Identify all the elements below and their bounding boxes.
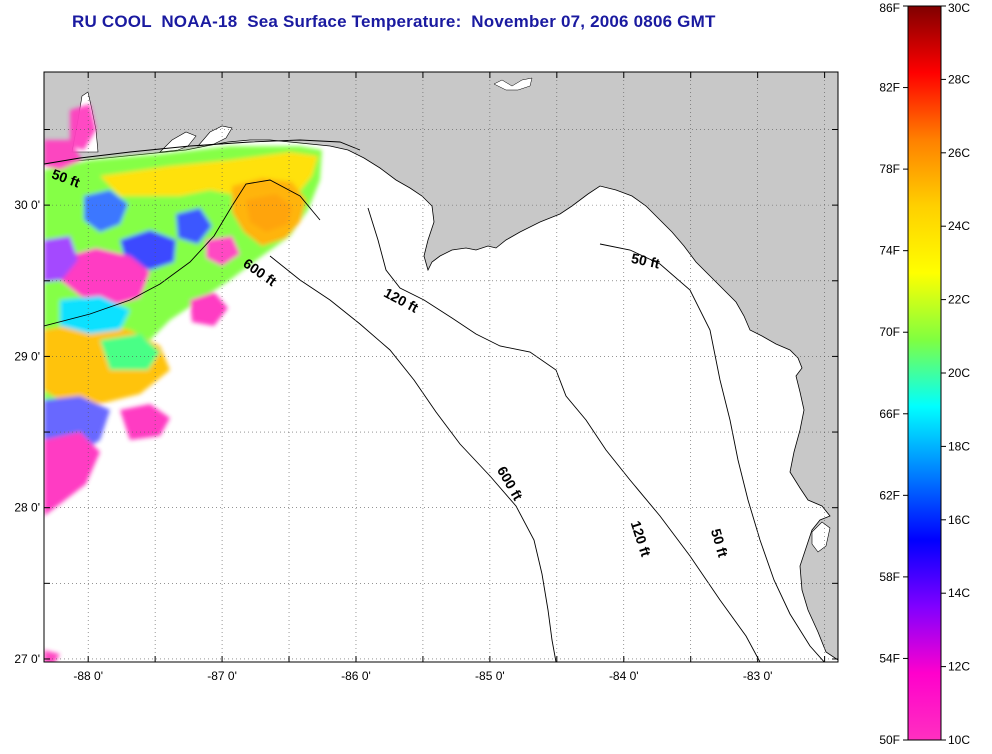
contour-120ft <box>367 207 761 662</box>
x-tick-label: -83 0' <box>743 669 773 683</box>
colorbar-celsius-labels: 30C 28C 26C 24C 22C 20C 18C 16C 14C 12C 10C <box>941 1 970 747</box>
colorbar-c-label: 14C <box>948 586 970 600</box>
x-tick-label: -85 0' <box>475 669 505 683</box>
land-mass <box>44 72 838 661</box>
colorbar-c-label: 30C <box>948 1 970 15</box>
tampa-bay <box>811 521 831 553</box>
colorbar-c-label: 20C <box>948 366 970 380</box>
colorbar-f-label: 54F <box>879 651 900 665</box>
y-tick-label: 28 0' <box>14 501 40 515</box>
colorbar-f-label: 78F <box>879 162 900 176</box>
y-axis: 30 0' 29 0' 28 0' 27 0' <box>14 128 838 666</box>
colorbar-f-label: 58F <box>879 570 900 584</box>
colorbar-c-label: 22C <box>948 293 970 307</box>
x-axis: -88 0' -87 0' -86 0' -85 0' -84 0' -83 0' <box>73 72 826 683</box>
colorbar-fahrenheit-labels: 86F 82F 78F 74F 70F 66F 62F 58F 54F 50F <box>879 1 908 747</box>
colorbar-f-label: 82F <box>879 81 900 95</box>
colorbar-f-label: 74F <box>879 244 900 258</box>
colorbar <box>907 5 942 741</box>
isobath-contours <box>44 139 825 662</box>
colorbar-f-label: 50F <box>879 733 900 747</box>
plot-frame <box>43 71 839 663</box>
colorbar-c-label: 28C <box>948 72 970 86</box>
colorbar-c-label: 18C <box>948 439 970 453</box>
contour-label: 50 ft <box>630 250 662 272</box>
contour-600ft-east <box>269 255 557 662</box>
apalachee-island <box>493 77 533 91</box>
sst-field <box>44 104 322 662</box>
contour-50ft-east <box>599 243 825 662</box>
contour-label: 50 ft <box>708 527 731 559</box>
colorbar-f-label: 62F <box>879 488 900 502</box>
pensacola-bay <box>159 131 197 153</box>
colorbar-c-label: 10C <box>948 733 970 747</box>
y-tick-label: 29 0' <box>14 349 40 363</box>
colorbar-c-label: 24C <box>948 219 970 233</box>
colorbar-f-label: 66F <box>879 407 900 421</box>
x-tick-label: -84 0' <box>609 669 639 683</box>
colorbar-c-label: 26C <box>948 146 970 160</box>
colorbar-c-label: 12C <box>948 660 970 674</box>
map-title: RU COOL NOAA-18 Sea Surface Temperature:… <box>72 12 716 31</box>
x-tick-label: -88 0' <box>73 669 103 683</box>
colorbar-f-label: 70F <box>879 325 900 339</box>
colorbar-f-label: 86F <box>879 1 900 15</box>
grid-lines <box>44 72 838 662</box>
x-tick-label: -87 0' <box>207 669 237 683</box>
x-tick-label: -86 0' <box>341 669 371 683</box>
y-tick-label: 27 0' <box>14 652 40 666</box>
y-tick-label: 30 0' <box>14 198 40 212</box>
colorbar-c-label: 16C <box>948 513 970 527</box>
contour-600ft-west <box>44 179 321 327</box>
